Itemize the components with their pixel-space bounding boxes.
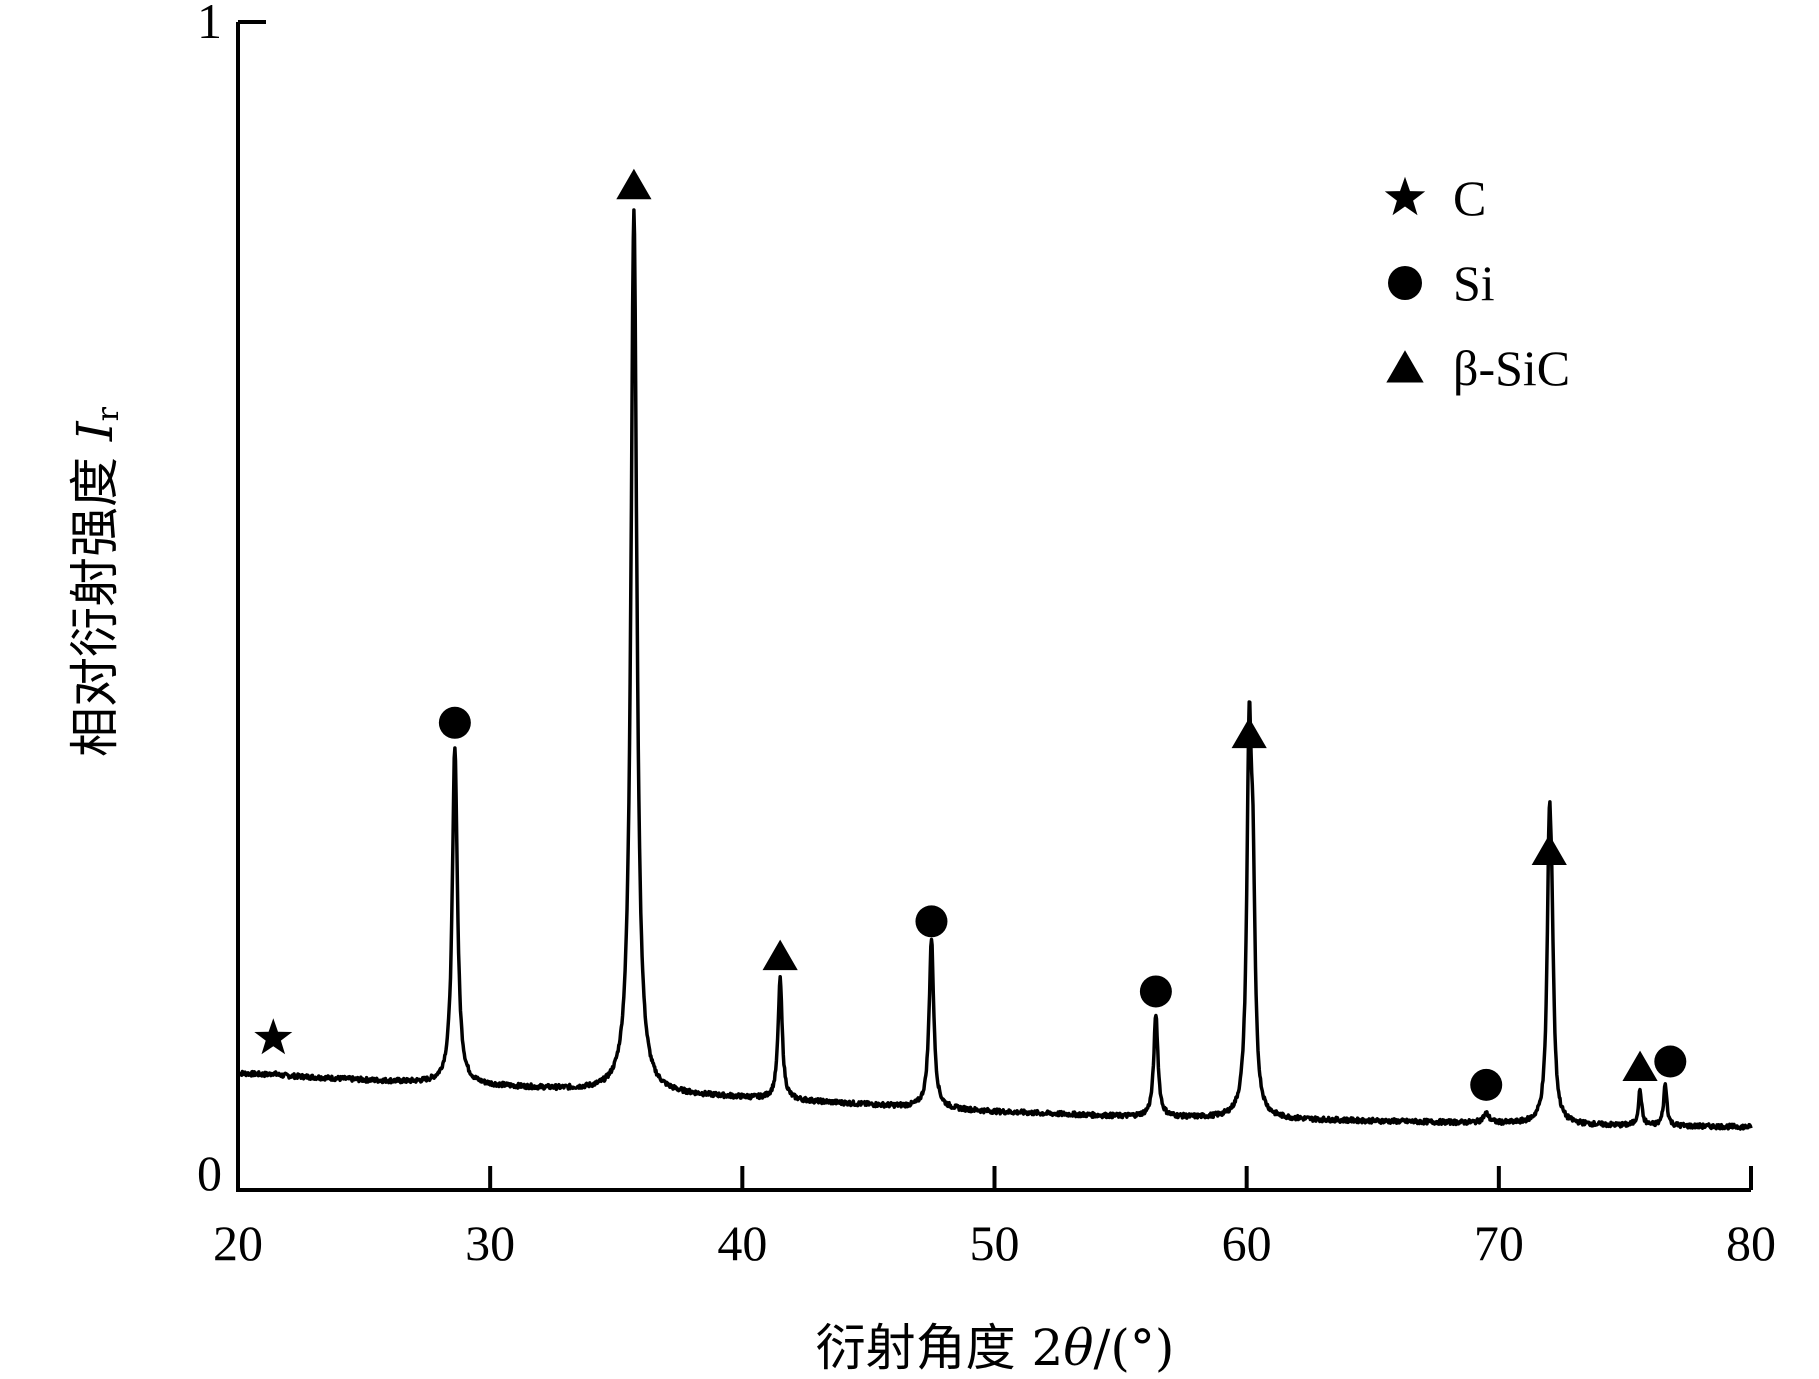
peak-marker-circle — [1470, 1068, 1503, 1101]
x-axis: 20 30 40 50 60 70 80 — [213, 1166, 1776, 1271]
peak-marker-circle — [1654, 1045, 1687, 1078]
peak-marker-circle — [1139, 975, 1172, 1008]
peak-marker-triangle — [616, 168, 652, 200]
x-tick-label: 60 — [1222, 1215, 1272, 1271]
x-tick-label: 40 — [717, 1215, 767, 1271]
peak-marker-circle — [438, 706, 471, 739]
legend-label: C — [1453, 170, 1486, 226]
legend-triangle-icon — [1386, 350, 1424, 383]
peak-marker-layer — [254, 168, 1687, 1101]
x-tick-label: 50 — [970, 1215, 1020, 1271]
x-axis-title: 衍射角度 2θ/(°) — [816, 1319, 1175, 1377]
y-ticks: 01 — [197, 0, 266, 1201]
plot-area — [236, 168, 1753, 1131]
legend-label: Si — [1453, 255, 1495, 311]
legend-star-icon — [1384, 176, 1426, 216]
peak-marker-triangle — [1231, 717, 1267, 749]
legend-circle-icon — [1388, 266, 1422, 300]
peak-marker-circle — [915, 905, 948, 938]
peak-marker-triangle — [1531, 834, 1567, 865]
legend-label: β-SiC — [1453, 340, 1570, 396]
peak-marker-triangle — [1622, 1050, 1658, 1082]
x-tick-label: 80 — [1726, 1215, 1776, 1271]
x-tick-label: 70 — [1474, 1215, 1524, 1271]
y-tick-label: 0 — [197, 1145, 222, 1201]
xrd-pattern-line — [236, 208, 1753, 1131]
y-tick-label: 1 — [197, 0, 222, 49]
legend: C Si β-SiC — [1384, 170, 1570, 396]
x-ticks: 20 30 40 50 60 70 80 — [213, 1166, 1776, 1271]
peak-marker-triangle — [762, 939, 798, 971]
x-tick-label: 30 — [465, 1215, 515, 1271]
y-axis: 01 — [197, 0, 266, 1201]
curve-layer — [236, 208, 1753, 1131]
peak-marker-star — [254, 1018, 293, 1055]
y-axis-title: 相对衍射强度 Ir — [66, 406, 126, 757]
x-tick-label: 20 — [213, 1215, 263, 1271]
